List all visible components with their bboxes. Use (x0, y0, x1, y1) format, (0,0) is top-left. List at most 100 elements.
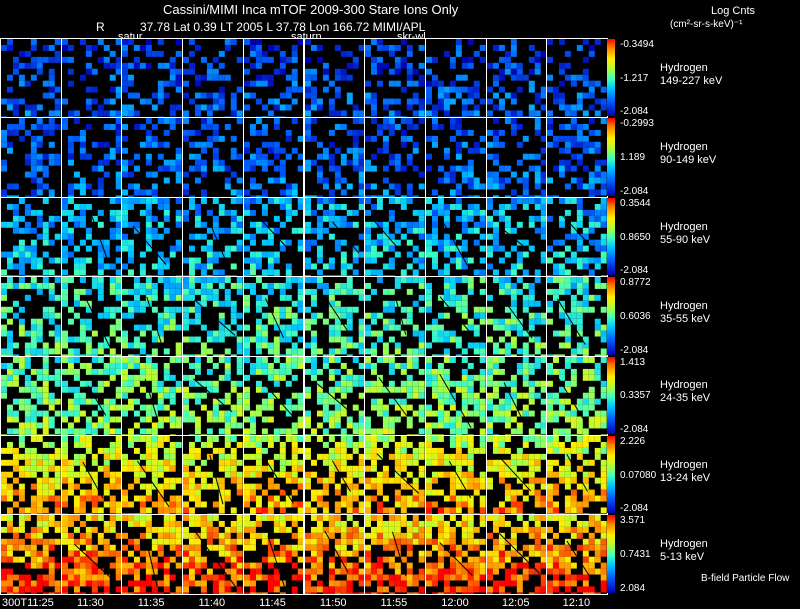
image-cell (182, 196, 244, 278)
time-tick-label: 12:10 (562, 597, 591, 609)
species-label: Hydrogen (660, 61, 708, 74)
time-tick-label: 300T11:25 (2, 597, 54, 609)
colorbar (607, 436, 615, 514)
energy-range-label: 149-227 keV (660, 74, 723, 87)
time-tick-label: 12:05 (501, 597, 530, 609)
image-cell (242, 276, 305, 357)
image-cell (182, 117, 244, 198)
image-cell (182, 435, 244, 516)
colorbar-max-label: 2.226 (620, 436, 646, 447)
image-cell (424, 38, 487, 119)
colorbar-mid-label: 0.3357 (620, 390, 651, 402)
image-cell (0, 276, 62, 357)
flow-label: B-field Particle Flow (701, 573, 790, 584)
image-cell (242, 38, 305, 119)
colorbar-mid-label: -1.217 (620, 72, 649, 84)
image-cell (121, 514, 184, 595)
image-cell (60, 117, 123, 198)
image-cell (60, 435, 123, 516)
energy-range-label: 24-35 keV (660, 392, 711, 405)
image-cell (364, 355, 426, 436)
image-cell (242, 514, 305, 595)
time-tick-label: 11:55 (380, 597, 408, 609)
image-cell (242, 435, 305, 516)
image-cell (303, 355, 366, 436)
image-cell (242, 196, 305, 278)
colorbar-mid-label: 0.7431 (620, 549, 651, 561)
image-cell (303, 514, 366, 595)
position-line: 37.78 Lat 0.39 LT 2005 L 37.78 Lon 166.7… (140, 20, 426, 34)
image-cell (121, 38, 184, 119)
species-label: Hydrogen (660, 141, 708, 154)
time-tick-label: 11:40 (198, 597, 226, 609)
time-tick-label: 11:35 (137, 597, 165, 609)
colorbar-mid-label: 1.189 (620, 152, 646, 164)
image-cell (303, 435, 366, 516)
image-cell (242, 117, 305, 198)
image-cell (182, 355, 244, 436)
colorbar (607, 356, 615, 434)
image-cell (485, 117, 548, 198)
image-cell (546, 514, 608, 595)
image-cell (546, 276, 608, 357)
time-tick-label: 11:30 (77, 597, 104, 609)
colorbar (607, 197, 615, 276)
time-tick-label: 12:00 (441, 597, 469, 609)
image-cell (60, 355, 123, 436)
colorbar (607, 39, 615, 117)
time-tick-label: 11:50 (319, 597, 347, 609)
colorbar-min-label: -2.084 (620, 503, 649, 515)
image-cell (303, 196, 366, 278)
image-cell (60, 514, 123, 595)
image-cell (364, 117, 426, 198)
image-cell (60, 38, 123, 119)
image-cell (485, 38, 548, 119)
image-cell (485, 514, 548, 595)
colorbar-max-label: 0.8772 (620, 277, 651, 289)
energy-range-label: 35-55 keV (660, 312, 711, 325)
image-cell (424, 435, 487, 516)
colorbar (607, 515, 615, 593)
image-cell (485, 196, 548, 278)
plot-title: Cassini/MIMI Inca mTOF 2009-300 Stare Io… (163, 2, 459, 17)
image-cell (485, 276, 548, 357)
colorbar-mid-label: 0.6036 (620, 310, 651, 322)
time-tick-label: 11:45 (259, 597, 286, 609)
image-cell (424, 355, 487, 436)
units-title: Log Cnts (711, 5, 756, 17)
species-label: Hydrogen (660, 220, 708, 233)
image-cell (60, 276, 123, 357)
image-cell (546, 117, 608, 198)
species-label: Hydrogen (660, 379, 708, 392)
image-cell (546, 38, 608, 119)
image-cell (121, 435, 184, 516)
image-cell (546, 435, 608, 516)
colorbar-min-label: -2.084 (620, 424, 649, 435)
image-cell (242, 355, 305, 436)
image-cell (121, 117, 184, 198)
colorbar-mid-label: 0.8650 (620, 231, 651, 243)
energy-range-label: 55-90 keV (660, 233, 711, 246)
colorbar-min-label: -2.084 (620, 265, 649, 277)
image-cell (364, 276, 426, 357)
image-cell (121, 355, 184, 436)
colorbar (607, 277, 615, 355)
energy-range-label: 13-24 keV (660, 471, 711, 484)
image-cell (0, 435, 62, 516)
colorbar-mid-label: 0.07080 (620, 469, 657, 481)
colorbar-min-label: -2.084 (620, 185, 649, 197)
image-cell (364, 38, 426, 119)
species-label: Hydrogen (660, 538, 708, 551)
image-cell (0, 514, 62, 595)
image-cell (121, 196, 184, 278)
colorbar-min-label: 2.084 (620, 582, 646, 594)
image-cell (182, 514, 244, 595)
image-cell (303, 276, 366, 357)
image-cell (182, 276, 244, 357)
image-cell (546, 355, 608, 436)
colorbar-max-label: 0.3544 (620, 197, 651, 209)
image-cell (303, 38, 366, 119)
colorbar (607, 118, 615, 196)
species-label: Hydrogen (660, 299, 708, 312)
image-cell (182, 38, 244, 119)
